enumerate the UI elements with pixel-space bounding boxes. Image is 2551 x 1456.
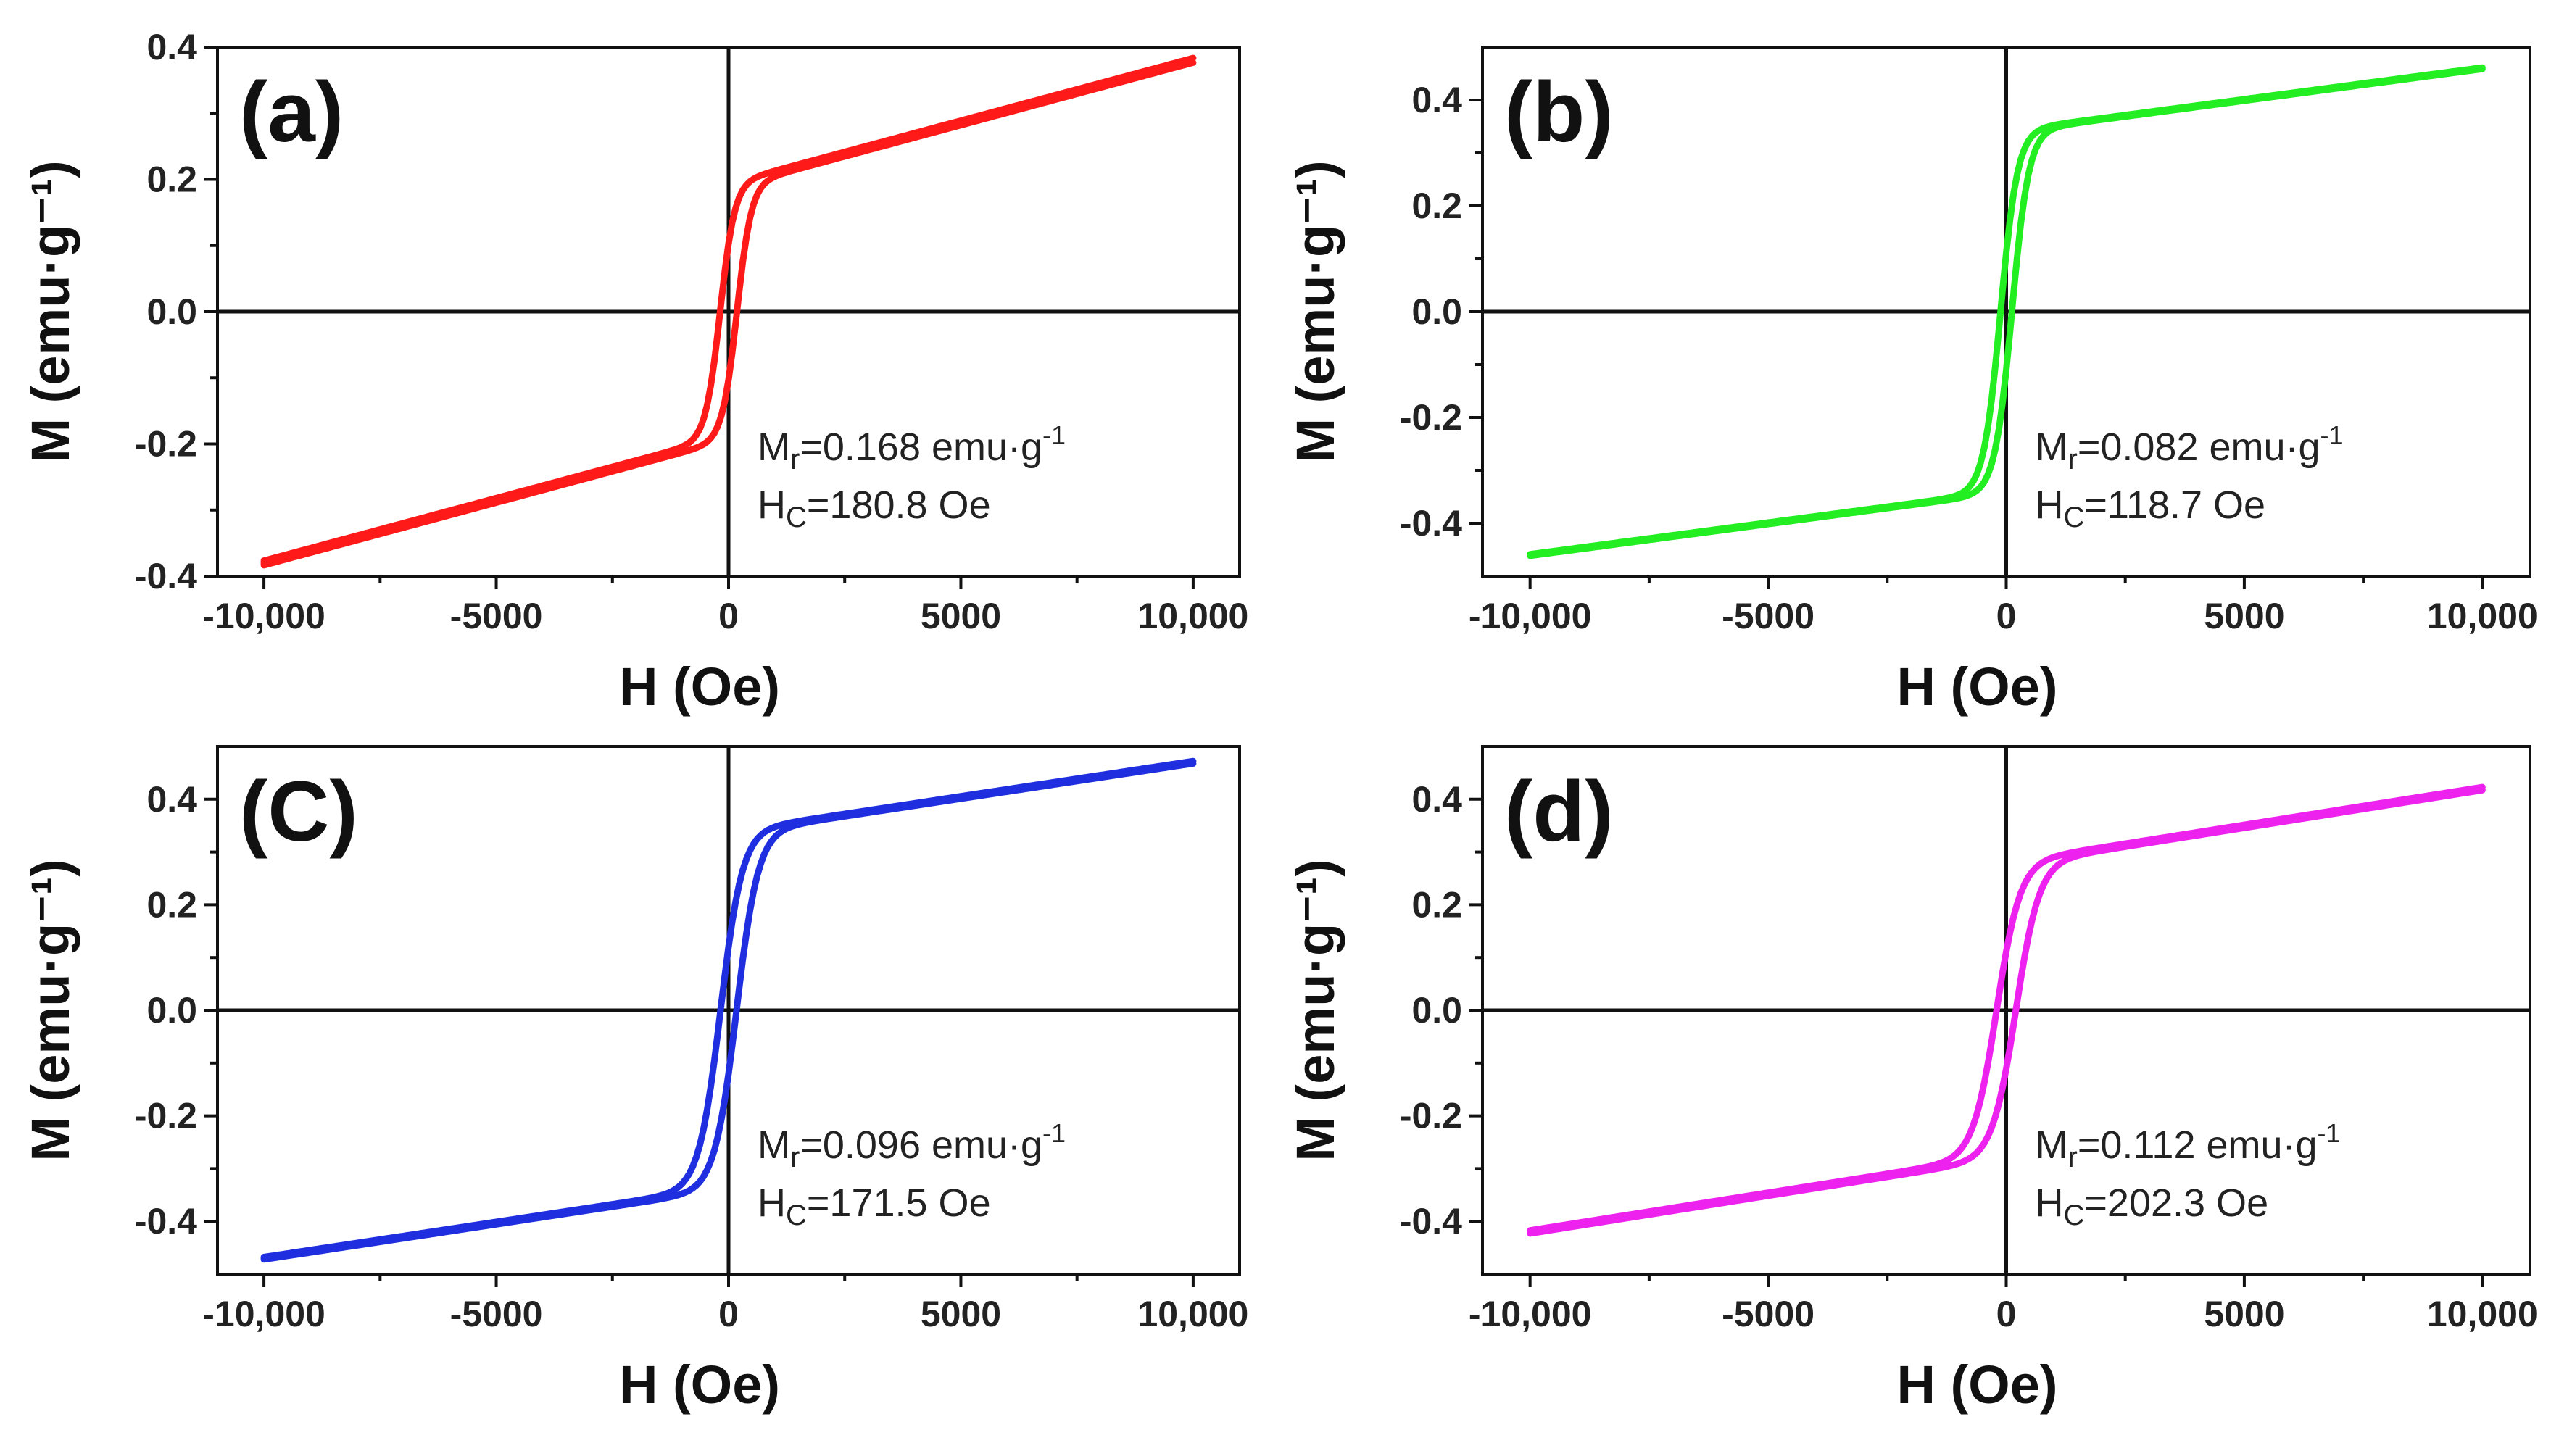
y-tick-label: 0.4 <box>1411 80 1462 120</box>
x-tick-label: 10,000 <box>2427 596 2538 636</box>
y-axis-title: M (emu·g⁻¹) <box>1285 160 1345 462</box>
coercivity-annotation: HC=202.3 Oe <box>2036 1181 2269 1231</box>
y-tick-label: -0.4 <box>135 556 197 596</box>
x-tick-label: 10,000 <box>1137 596 1248 636</box>
y-tick-label: 0.2 <box>1411 884 1462 925</box>
hc-prefix: H <box>758 1181 786 1225</box>
x-axis-title: H (Oe) <box>1897 1355 2058 1415</box>
y-tick-label: 0.4 <box>1411 779 1462 820</box>
hc-text: =202.3 Oe <box>2084 1181 2268 1225</box>
y-tick-label: 0.2 <box>146 159 197 200</box>
coercivity-annotation: HC=180.8 Oe <box>758 483 991 533</box>
x-tick-label: -5000 <box>1722 596 1814 636</box>
mr-sub: r <box>2067 1141 2077 1173</box>
y-axis-title: M (emu·g⁻¹) <box>20 859 80 1161</box>
hysteresis-loop <box>260 757 1197 1263</box>
x-tick-label: 10,000 <box>1137 1294 1248 1334</box>
y-tick-label: -0.4 <box>1400 503 1462 544</box>
y-tick-label: 0.0 <box>146 291 197 332</box>
x-tick-label: 0 <box>1996 596 2017 636</box>
y-tick-label: -0.2 <box>1400 1096 1462 1136</box>
remanence-annotation: Mr=0.168 emu·g-1 <box>758 420 1066 475</box>
panel-label: (C) <box>239 764 358 860</box>
hc-text: =171.5 Oe <box>807 1181 991 1225</box>
x-tick-label: -10,000 <box>1469 596 1592 636</box>
mr-sup: -1 <box>1042 420 1066 450</box>
y-tick-label: -0.2 <box>135 1096 197 1136</box>
mr-prefix: M <box>2036 425 2068 469</box>
hc-sub: C <box>2064 1199 2085 1231</box>
y-tick-label: 0.4 <box>146 27 197 67</box>
y-tick-label: 0.2 <box>1411 186 1462 226</box>
x-tick-label: 0 <box>718 596 739 636</box>
x-tick-label: 5000 <box>2204 596 2284 636</box>
remanence-annotation: Mr=0.112 emu·g-1 <box>2036 1118 2341 1173</box>
chart-panel-4: -10,000 -5000 0 5000 10,000 -0.4 -0.2 0.0 0.2 0.4… <box>1285 745 2538 1415</box>
x-axis-title: H (Oe) <box>619 1355 780 1415</box>
mr-sub: r <box>790 1141 800 1173</box>
coercivity-annotation: HC=171.5 Oe <box>758 1181 991 1231</box>
x-tick-label: 0 <box>1996 1294 2017 1334</box>
x-tick-label: 5000 <box>2204 1294 2284 1334</box>
mr-sup: -1 <box>2318 1118 2341 1148</box>
remanence-annotation: Mr=0.082 emu·g-1 <box>2036 420 2344 475</box>
x-tick-label: 5000 <box>921 1294 1001 1334</box>
y-tick-label: -0.4 <box>1400 1201 1462 1241</box>
mr-prefix: M <box>2036 1123 2068 1167</box>
mr-sub: r <box>790 444 800 475</box>
x-tick-label: -5000 <box>450 1294 543 1334</box>
y-axis-title: M (emu·g⁻¹) <box>20 160 80 462</box>
hc-prefix: H <box>2036 1181 2064 1225</box>
x-tick-label: 10,000 <box>2427 1294 2538 1334</box>
x-axis-title: H (Oe) <box>1897 657 2058 717</box>
remanence-annotation: Mr=0.096 emu·g-1 <box>758 1118 1066 1173</box>
mr-text: =0.168 emu·g <box>800 425 1042 469</box>
y-tick-label: 0.0 <box>146 990 197 1031</box>
y-tick-label: 0.0 <box>1411 291 1462 332</box>
mr-prefix: M <box>758 425 790 469</box>
y-tick-label: 0.0 <box>1411 990 1462 1031</box>
hysteresis-loop <box>260 54 1197 569</box>
mr-sub: r <box>2067 444 2077 475</box>
hc-text: =118.7 Oe <box>2084 483 2265 527</box>
hc-sub: C <box>786 1199 807 1231</box>
y-tick-label: -0.2 <box>135 424 197 465</box>
hc-prefix: H <box>2036 483 2064 527</box>
y-axis-title: M (emu·g⁻¹) <box>1285 859 1345 1161</box>
panel-label: (b) <box>1504 65 1614 160</box>
chart-panel-2: -10,000 -5000 0 5000 10,000 -0.4 -0.2 0.0 0.2 0.4… <box>1285 46 2538 717</box>
x-tick-label: -5000 <box>450 596 543 636</box>
y-tick-label: 0.4 <box>146 779 197 820</box>
mr-prefix: M <box>758 1123 790 1167</box>
x-tick-label: 0 <box>718 1294 739 1334</box>
y-tick-label: -0.2 <box>1400 397 1462 438</box>
y-tick-label: 0.2 <box>146 884 197 925</box>
x-tick-label: -10,000 <box>1469 1294 1592 1334</box>
coercivity-annotation: HC=118.7 Oe <box>2036 483 2266 533</box>
x-tick-label: -5000 <box>1722 1294 1814 1334</box>
chart-panel-3: -10,000 -5000 0 5000 10,000 -0.4 -0.2 0.0 0.2 0.4… <box>20 745 1248 1415</box>
hc-prefix: H <box>758 483 786 527</box>
hysteresis-loop <box>1527 783 2486 1237</box>
chart-panel-1: -10,000 -5000 0 5000 10,000 -0.4 -0.2 0.0 0.2 0.4… <box>20 27 1248 717</box>
mr-text: =0.082 emu·g <box>2078 425 2320 469</box>
hc-text: =180.8 Oe <box>807 483 991 527</box>
y-tick-label: -0.4 <box>135 1201 197 1241</box>
x-tick-label: -10,000 <box>202 1294 325 1334</box>
x-tick-label: 5000 <box>921 596 1001 636</box>
mr-sup: -1 <box>2320 420 2344 450</box>
hysteresis-loop <box>1527 64 2486 559</box>
panel-label: (a) <box>239 65 344 160</box>
mr-sup: -1 <box>1042 1118 1066 1148</box>
panel-label: (d) <box>1504 764 1614 860</box>
x-tick-label: -10,000 <box>202 596 325 636</box>
mr-text: =0.112 emu·g <box>2078 1123 2318 1167</box>
x-axis-title: H (Oe) <box>619 657 780 717</box>
hc-sub: C <box>2064 502 2085 533</box>
hc-sub: C <box>786 502 807 533</box>
mr-text: =0.096 emu·g <box>800 1123 1042 1167</box>
